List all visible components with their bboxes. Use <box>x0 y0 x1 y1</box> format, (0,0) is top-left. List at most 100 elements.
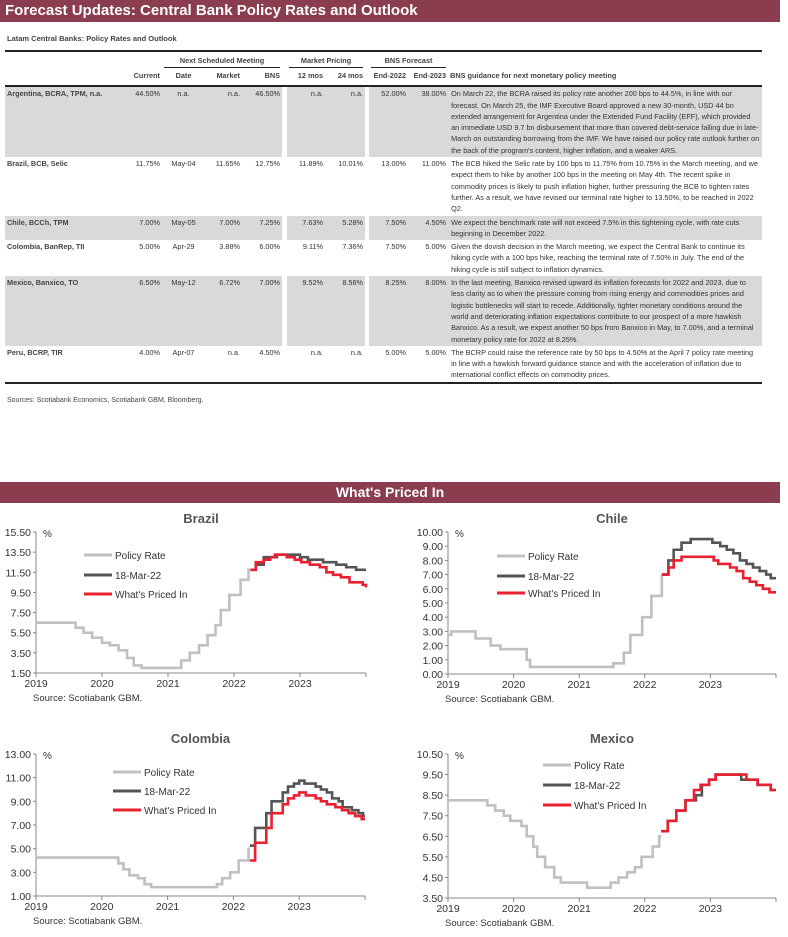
chart-title: Mexico <box>590 731 634 746</box>
column-gap <box>365 276 370 346</box>
column-gap <box>365 345 370 384</box>
x-tick-label: 2021 <box>568 679 592 691</box>
col-header-bns: BNS <box>242 69 283 88</box>
y-tick-label: 9.50 <box>423 770 444 782</box>
table-row: Colombia, BanRep, TII 5.00% Apr-29 3.88% 6.0… <box>5 240 762 276</box>
y-tick-label: 1.00 <box>11 891 32 903</box>
x-tick-label: 2021 <box>568 903 592 915</box>
series-line-mar18 <box>661 537 776 580</box>
cell-date: May-04 <box>171 159 196 169</box>
table-row: Argentina, BCRA, TPM, n.a. 44.50% n.a. n.a.… <box>5 86 763 158</box>
cell-date: Apr-29 <box>172 242 195 252</box>
x-tick-label: 2023 <box>699 679 723 691</box>
y-tick-label: 5.50 <box>11 628 32 640</box>
y-tick-label: 7.50 <box>11 608 32 620</box>
group-header-meeting: Next Scheduled Meeting <box>162 49 283 70</box>
policy-rates-table: Next Scheduled Meeting Market Pricing BN… <box>5 49 763 384</box>
cell-market: n.a. <box>205 345 242 384</box>
y-tick-label: 5.50 <box>423 852 444 864</box>
legend-label: 18-Mar-22 <box>574 781 621 792</box>
y-tick-label: 3.00 <box>11 867 32 879</box>
col-header-market: Market <box>205 69 242 88</box>
cell-guidance: In the last meeting, Banxico revised upw… <box>448 276 763 346</box>
cell-bns: 6.00% <box>259 242 281 252</box>
cell-e2023: 4.50% <box>408 215 449 241</box>
chart-mexico: Mexico% 3.50 4.50 5.50 6.50 7.50 8.50 9.50 10.50… <box>395 725 788 937</box>
table-row: Brazil, BCB, Selic 11.75% May-04 11.65% 12.7… <box>5 157 762 215</box>
column-gap <box>282 276 288 346</box>
y-tick-label: 13.50 <box>5 547 31 559</box>
cell-m12: 11.89% <box>298 159 324 169</box>
section-title-bar: What's Priced In <box>0 482 780 503</box>
cell-m12: n.a. <box>287 86 326 158</box>
y-tick-label: 3.00 <box>423 626 444 638</box>
cell-current: 7.00% <box>130 215 162 241</box>
chart-brazil: Brazil% 1.50 3.50 5.50 7.50 9.50 11.50 13.50 15.… <box>0 505 393 717</box>
series-line-priced <box>661 773 776 833</box>
legend-label: What's Priced In <box>574 801 647 812</box>
cell-e2022: 7.50% <box>385 242 407 252</box>
cell-e2023: 38.00% <box>408 86 449 158</box>
y-tick-label: 15.50 <box>5 527 31 539</box>
col-header-end-2022: End-2022 <box>369 69 409 88</box>
cell-e2022: 8.25% <box>369 276 409 346</box>
cell-current: 6.50% <box>130 276 162 346</box>
chart-svg: Chile% 0.00 1.00 2.00 3.00 4.00 5.00 6.00 7.00 8.… <box>417 511 777 705</box>
chart-chile: Chile% 0.00 1.00 2.00 3.00 4.00 5.00 6.00 7.00 8.… <box>395 505 788 717</box>
column-gap <box>282 86 288 158</box>
series-line-policy <box>36 568 251 670</box>
y-axis-label: % <box>455 751 464 762</box>
y-tick-label: 1.00 <box>423 655 444 667</box>
cell-bns: 7.00% <box>242 276 283 346</box>
cell-m12: 9.52% <box>287 276 326 346</box>
col-header-current: Current <box>130 69 162 88</box>
y-tick-label: 6.00 <box>423 584 444 596</box>
y-axis-label: % <box>455 529 464 540</box>
cell-market: 3.88% <box>219 242 240 252</box>
group-header-row: Next Scheduled Meeting Market Pricing BN… <box>5 49 763 70</box>
series-line-priced <box>661 555 776 594</box>
y-tick-label: 13.00 <box>5 749 31 761</box>
series-line-priced <box>250 553 368 588</box>
cell-e2022: 52.00% <box>369 86 409 158</box>
x-tick-label: 2020 <box>502 679 526 691</box>
cell-guidance: We expect the benchmark rate will not ex… <box>448 215 763 241</box>
column-gap <box>282 215 288 241</box>
chart-svg: Mexico% 3.50 4.50 5.50 6.50 7.50 8.50 9.50 10.50… <box>417 731 777 929</box>
chart-source: Source: Scotiabank GBM. <box>445 918 554 929</box>
y-tick-label: 9.50 <box>11 587 32 599</box>
cell-country: Peru, BCRP, TIR <box>5 345 130 384</box>
y-tick-label: 8.00 <box>423 555 444 567</box>
cell-m24: 8.56% <box>325 276 366 346</box>
cell-guidance: Given the dovish decision in the March m… <box>451 242 745 274</box>
cell-m12: n.a. <box>287 345 326 384</box>
table-row: Peru, BCRP, TIR 4.00% Apr-07 n.a. 4.50% n.a. n… <box>5 345 763 384</box>
cell-m24: 10.01% <box>338 159 364 169</box>
series-line-policy <box>448 798 662 890</box>
y-axis-label: % <box>43 529 52 540</box>
y-tick-label: 11.50 <box>6 567 32 579</box>
y-tick-label: 1.50 <box>11 668 32 680</box>
x-tick-label: 2021 <box>156 901 180 913</box>
chart-source: Source: Scotiabank GBM. <box>445 694 554 705</box>
group-header-market: Market Pricing <box>287 49 366 70</box>
cell-date: Apr-07 <box>162 345 205 384</box>
cell-current: 5.00% <box>139 242 160 252</box>
cell-guidance: On March 22, the BCRA raised its policy … <box>448 86 763 158</box>
y-tick-label: 0.00 <box>423 669 444 681</box>
col-header-country <box>5 69 130 88</box>
cell-m24: n.a. <box>325 86 366 158</box>
col-header-end-2023: End-2023 <box>408 69 449 88</box>
column-gap <box>365 86 370 158</box>
cell-guidance: The BCB hiked the Selic rate by 100 bps … <box>451 159 758 214</box>
x-tick-label: 2023 <box>699 903 723 915</box>
cell-date: May-05 <box>162 215 205 241</box>
legend-label: What's Priced In <box>528 589 601 600</box>
cell-e2022: 13.00% <box>381 159 407 169</box>
y-tick-label: 6.50 <box>423 831 444 843</box>
x-tick-label: 2020 <box>90 678 114 690</box>
cell-m24: 7.36% <box>342 242 364 252</box>
y-axis-label: % <box>43 751 52 762</box>
cell-country: Argentina, BCRA, TPM, n.a. <box>5 86 130 158</box>
legend-label: Policy Rate <box>115 551 166 562</box>
